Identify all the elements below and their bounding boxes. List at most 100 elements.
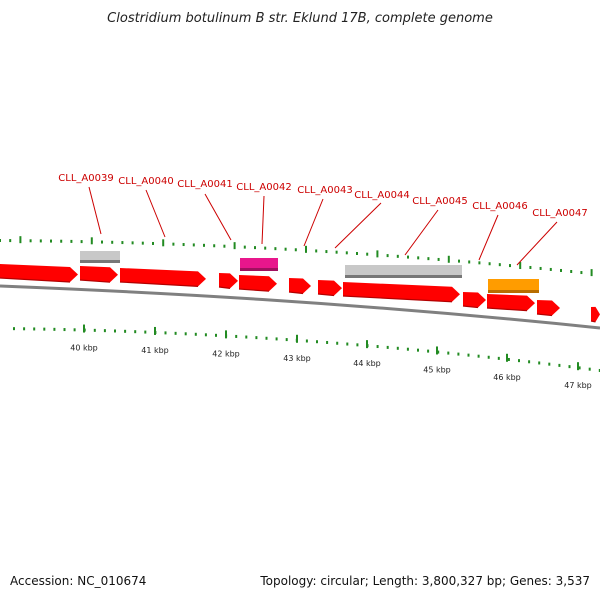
- tick-mark-icon: [568, 365, 571, 369]
- gene-arrow-shadow: [317, 293, 335, 297]
- tick-mark-icon: [437, 257, 440, 261]
- tick-mark-icon: [141, 241, 144, 245]
- gene-arrow-icon: [463, 292, 486, 308]
- tick-mark-icon: [305, 339, 308, 343]
- tick-mark-icon: [152, 241, 154, 245]
- tick-mark-icon: [386, 254, 389, 258]
- tick-mark-icon: [518, 359, 520, 363]
- feature-box-shadow: [345, 275, 462, 278]
- tick-mark-icon: [23, 327, 26, 331]
- tick-mark-icon: [83, 324, 85, 333]
- tick-mark-icon: [528, 360, 531, 364]
- tick-mark-icon: [578, 366, 581, 370]
- gene-arrows: [0, 264, 600, 323]
- kbp-label-track: 40 kbp 41 kbp 42 kbp 43 kbp 44 kbp 45 kbp 46 k…: [70, 344, 592, 391]
- map-title: Clostridium botulinum B str. Eklund 17B,…: [107, 11, 493, 26]
- lower-tick-track: [13, 324, 600, 372]
- tick-mark-icon: [447, 255, 450, 263]
- label-leader-line-icon: [204, 193, 232, 241]
- tick-mark-icon: [570, 269, 573, 273]
- tick-mark-icon: [487, 355, 490, 359]
- tick-mark-icon: [134, 330, 137, 334]
- tick-mark-icon: [9, 239, 12, 243]
- tick-mark-icon: [356, 252, 358, 256]
- tick-mark-icon: [506, 353, 508, 362]
- gene-arrow-icon: [537, 300, 560, 316]
- kbp-label: 47 kbp: [564, 381, 592, 390]
- feature-boxes: [80, 251, 539, 293]
- gene-arrow-shadow: [590, 320, 596, 323]
- tick-mark-icon: [549, 267, 552, 271]
- label-leader-line-icon: [303, 198, 324, 247]
- tick-mark-icon: [580, 271, 583, 275]
- tick-mark-icon: [43, 327, 46, 331]
- label-leader-lines: [88, 186, 558, 266]
- tick-mark-icon: [366, 340, 368, 349]
- tick-mark-icon: [285, 338, 288, 342]
- gene-arrow-shadow: [0, 277, 71, 283]
- tick-mark-icon: [19, 236, 22, 244]
- tick-mark-icon: [316, 340, 318, 344]
- tick-mark-icon: [29, 239, 32, 243]
- tick-mark-icon: [63, 328, 66, 332]
- tick-mark-icon: [265, 336, 268, 340]
- tick-mark-icon: [326, 340, 329, 344]
- tick-mark-icon: [478, 261, 481, 265]
- gene-arrow-shadow: [79, 279, 111, 283]
- tick-mark-icon: [396, 346, 399, 350]
- gene-arrow-shadow: [119, 281, 199, 287]
- tick-mark-icon: [437, 350, 440, 354]
- tick-mark-icon: [235, 334, 238, 338]
- gene-arrow-icon: [239, 275, 277, 292]
- tick-mark-icon: [172, 242, 175, 246]
- gene-label: CLL_A0040: [118, 176, 173, 187]
- tick-mark-icon: [121, 241, 124, 245]
- kbp-label: 44 kbp: [353, 359, 381, 368]
- label-leader-line-icon: [88, 186, 102, 235]
- tick-mark-icon: [275, 337, 278, 341]
- tick-mark-icon: [417, 348, 419, 352]
- tick-mark-icon: [111, 240, 114, 244]
- tick-mark-icon: [539, 266, 542, 270]
- gene-arrow-icon: [0, 264, 78, 283]
- gene-label-track: CLL_A0039 CLL_A0040 CLL_A0041 CLL_A0042 CLL_…: [58, 173, 587, 219]
- tick-mark-icon: [174, 331, 177, 335]
- summary-text: Topology: circular; Length: 3,800,327 bp…: [260, 574, 590, 588]
- tick-mark-icon: [497, 356, 500, 360]
- tick-mark-icon: [245, 335, 248, 339]
- tick-mark-icon: [294, 248, 297, 252]
- tick-mark-icon: [53, 327, 56, 331]
- feature-box-icon: [240, 258, 278, 271]
- gene-arrow-icon: [318, 280, 342, 296]
- tick-mark-icon: [223, 244, 226, 248]
- tick-mark-icon: [590, 269, 593, 277]
- tick-mark-icon: [284, 247, 287, 251]
- gene-arrow-icon: [80, 266, 118, 283]
- tick-mark-icon: [336, 341, 339, 345]
- tick-mark-icon: [407, 255, 409, 259]
- feature-box-shadow: [80, 260, 120, 263]
- gene-arrow-shadow: [536, 313, 553, 317]
- label-leader-line-icon: [516, 221, 558, 266]
- tick-mark-icon: [558, 363, 561, 367]
- kbp-label: 40 kbp: [70, 344, 98, 353]
- label-leader-line-icon: [261, 195, 265, 245]
- gene-arrow-shadow: [288, 291, 304, 295]
- tick-mark-icon: [386, 345, 389, 349]
- tick-mark-icon: [101, 240, 103, 244]
- tick-mark-icon: [39, 239, 42, 243]
- gene-label: CLL_A0039: [58, 173, 113, 184]
- tick-mark-icon: [560, 268, 562, 272]
- gene-arrow-icon: [219, 273, 238, 289]
- tick-mark-icon: [162, 239, 165, 247]
- tick-mark-icon: [577, 362, 579, 371]
- gene-label: CLL_A0041: [177, 179, 232, 190]
- tick-mark-icon: [60, 239, 63, 243]
- gene-arrow-shadow: [342, 295, 453, 303]
- tick-mark-icon: [447, 351, 450, 355]
- tick-mark-icon: [33, 327, 36, 331]
- tick-mark-icon: [274, 247, 277, 251]
- tick-mark-icon: [144, 330, 147, 334]
- gene-arrow-shadow: [462, 305, 479, 309]
- tick-mark-icon: [427, 257, 430, 261]
